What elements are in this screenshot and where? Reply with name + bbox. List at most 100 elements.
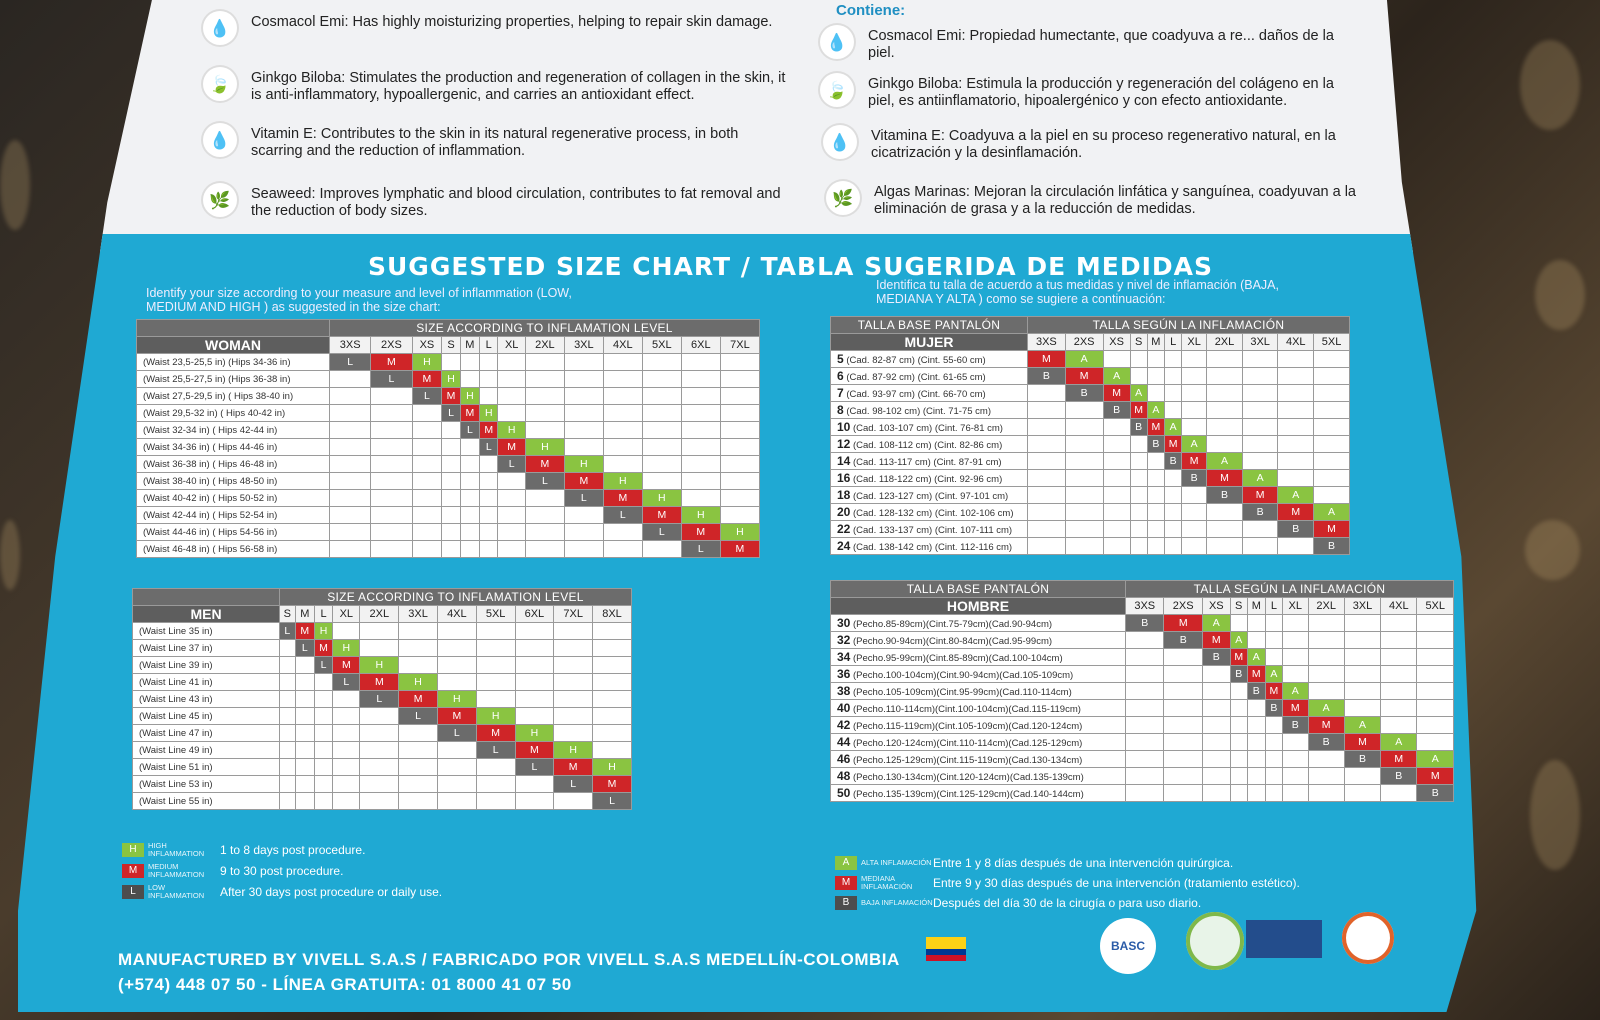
- size-header: 4XL: [1380, 597, 1418, 615]
- water-drop-icon: 💧: [203, 11, 237, 45]
- intro-spanish: Identifica tu talla de acuerdo a tus med…: [876, 278, 1279, 306]
- size-cell: [1380, 631, 1418, 649]
- size-cell: M: [514, 741, 555, 759]
- size-cell: [1241, 435, 1279, 453]
- size-cell: [1206, 435, 1243, 453]
- size-cell: B: [1246, 682, 1266, 700]
- size-cell: [1281, 733, 1309, 751]
- size-cell: [1129, 435, 1148, 453]
- table-row: (Waist 29,5-32 in) ( Hips 40-42 in) L M H: [136, 404, 761, 422]
- size-number: 32: [837, 633, 851, 647]
- measure-text: (Waist 40-42 in) ( Hips 50-52 in): [143, 492, 278, 504]
- size-cell: [1129, 486, 1148, 504]
- size-cell: M: [1064, 367, 1104, 385]
- size-cell: [553, 622, 594, 640]
- measure-text: (Cad. 93-97 cm) (Cint. 66-70 cm): [846, 389, 986, 400]
- size-cell: B: [1206, 486, 1243, 504]
- measure-text: (Pecho.135-139cm)(Cint.125-129cm)(Cad.14…: [853, 789, 1084, 800]
- size-header: 3XS: [328, 336, 372, 354]
- size-cell: [1102, 520, 1131, 538]
- size-cell: [497, 506, 526, 524]
- size-cell: [1277, 469, 1315, 487]
- size-cell: [514, 673, 555, 691]
- legend-item: H HIGH INFLAMMATION 1 to 8 days post proce…: [122, 842, 442, 858]
- size-cell: [313, 792, 334, 810]
- size-cell: [370, 438, 413, 456]
- size-cell: [475, 639, 516, 657]
- size-cell: [1146, 537, 1166, 555]
- size-cell: [459, 540, 481, 558]
- size-cell: [459, 353, 481, 371]
- size-cell: [1307, 750, 1345, 768]
- size-number: 18: [837, 488, 851, 502]
- size-number: 20: [837, 505, 851, 519]
- size-cell: [459, 438, 481, 456]
- measure-text: (Waist Line 47 in): [139, 727, 213, 739]
- measure-text: (Pecho.115-119cm)(Cint.105-109cm)(Cad.12…: [853, 721, 1083, 732]
- size-cell: [641, 540, 682, 558]
- size-cell: [1164, 469, 1183, 487]
- size-cell: [1124, 631, 1165, 649]
- legend-caption: BAJA INFLAMACIÓN: [861, 898, 933, 907]
- vitamin-drop-icon: 💧: [823, 125, 857, 159]
- size-cell: [1307, 682, 1345, 700]
- size-cell: [1277, 418, 1315, 436]
- size-cell: [1229, 614, 1248, 632]
- size-header: 3XS: [1124, 597, 1165, 615]
- measure-label: (Waist 32-34 in) ( Hips 42-44 in): [136, 421, 330, 439]
- size-cell: [279, 724, 296, 742]
- table-name: HOMBRE: [830, 597, 1126, 615]
- size-cell: [279, 707, 296, 725]
- size-cell: [1146, 367, 1166, 385]
- measure-text: (Pecho.110-114cm)(Cint.100-104cm)(Cad.11…: [853, 704, 1081, 715]
- measure-text: (Pecho.105-109cm)(Cint.95-99cm)(Cad.110-…: [853, 687, 1072, 698]
- ingredient-item: 🍃 Ginkgo Biloba: Estimula la producción y…: [820, 73, 1358, 110]
- size-cell: [514, 775, 555, 793]
- size-cell: H: [719, 523, 761, 541]
- size-cell: [1281, 648, 1309, 666]
- size-cell: [328, 370, 372, 388]
- size-cell: [1124, 716, 1165, 734]
- size-cell: [1027, 452, 1066, 470]
- size-cell: [436, 673, 477, 691]
- size-cell: [1201, 767, 1231, 785]
- size-cell: [1307, 614, 1345, 632]
- legend-caption: HIGH INFLAMMATION: [148, 841, 205, 858]
- size-cell: [514, 792, 555, 810]
- size-header: L: [313, 605, 334, 623]
- size-cell: [1027, 418, 1066, 436]
- size-cell: L: [436, 724, 477, 742]
- size-cell: [328, 506, 372, 524]
- size-cell: [497, 472, 526, 490]
- size-cell: H: [332, 639, 361, 657]
- measure-label: 50 (Pecho.135-139cm)(Cint.125-129cm)(Cad…: [830, 784, 1126, 802]
- size-cell: [370, 506, 413, 524]
- measure-text: (Waist 25,5-27,5 in) (Hips 36-38 in): [143, 373, 291, 385]
- ingredient-text: Ginkgo Biloba: Estimula la producción y …: [868, 76, 1334, 109]
- size-cell: [359, 707, 400, 725]
- size-header: 3XL: [1343, 597, 1382, 615]
- size-number: 36: [837, 667, 851, 681]
- size-cell: [1313, 452, 1350, 470]
- size-cell: [398, 656, 438, 674]
- size-cell: [1241, 452, 1279, 470]
- table-row: 24 (Cad. 138-142 cm) (Cint. 112-116 cm) B: [830, 537, 1350, 555]
- size-cell: [1229, 733, 1248, 751]
- size-cell: [1416, 631, 1454, 649]
- size-number: 46: [837, 752, 851, 766]
- size-cell: [563, 438, 604, 456]
- table-row: (Waist Line 53 in) L M: [132, 775, 632, 793]
- product-package: 💧 Cosmacol Emi: Has highly moisturizing p…: [18, 0, 1477, 1012]
- size-cell: [441, 455, 461, 473]
- size-cell: [1241, 520, 1279, 538]
- measure-text: (Waist 29,5-32 in) ( Hips 40-42 in): [143, 407, 286, 419]
- measure-text: (Pecho.130-134cm)(Cint.120-124cm)(Cad.13…: [853, 772, 1084, 783]
- size-cell: [497, 353, 526, 371]
- size-cell: [441, 438, 461, 456]
- size-cell: L: [279, 622, 296, 640]
- measure-text: (Waist Line 51 in): [139, 761, 213, 773]
- size-cell: [1313, 367, 1350, 385]
- measure-label: 46 (Pecho.125-129cm)(Cint.115-119cm)(Cad…: [830, 750, 1126, 768]
- measure-text: (Waist 44-46 in) ( Hips 54-56 in): [143, 526, 278, 538]
- size-cell: [1264, 614, 1283, 632]
